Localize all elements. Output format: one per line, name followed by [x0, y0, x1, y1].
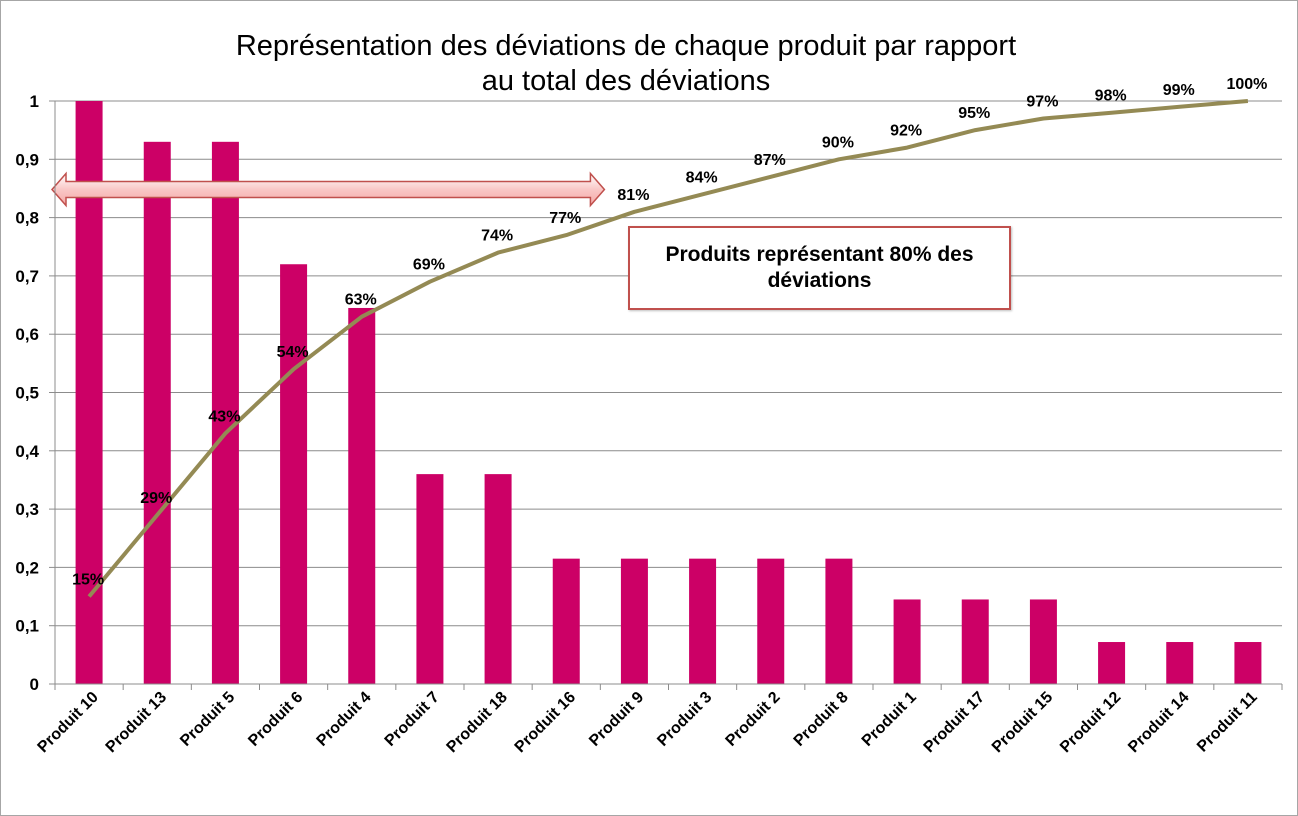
y-tick-label: 0,4	[15, 442, 39, 461]
data-label: 100%	[1226, 76, 1267, 93]
data-label: 97%	[1026, 93, 1058, 110]
y-tick-label: 0,3	[15, 500, 39, 519]
y-tick-label: 1	[30, 92, 39, 111]
data-label: 54%	[277, 344, 309, 361]
cumulative-line	[87, 99, 1249, 598]
bar	[211, 141, 239, 684]
x-tick-label: Produit 1	[859, 689, 920, 750]
data-label: 74%	[481, 228, 513, 245]
double-arrow-annotation	[51, 171, 606, 208]
x-tick-label: Produit 8	[791, 689, 852, 750]
x-tick-label: Produit 10	[35, 689, 102, 756]
x-tick-label: Produit 18	[444, 689, 511, 756]
bar	[1166, 642, 1194, 684]
x-tick-label: Produit 2	[723, 689, 784, 750]
y-tick-label: 0,7	[15, 267, 39, 286]
data-label: 84%	[686, 169, 718, 186]
bar	[620, 558, 648, 684]
x-tick-label: Produit 3	[654, 689, 715, 750]
chart-title: Représentation des déviations de chaque …	[1, 29, 1251, 99]
bar	[416, 474, 444, 684]
y-tick-label: 0,6	[15, 325, 39, 344]
bar	[143, 141, 171, 684]
bar	[1098, 642, 1126, 684]
x-tick-label: Produit 4	[314, 689, 375, 750]
bar	[348, 307, 376, 684]
data-label: 69%	[413, 257, 445, 274]
x-tick-label: Produit 5	[177, 689, 238, 750]
data-label: 90%	[822, 134, 854, 151]
y-tick-label: 0,2	[15, 558, 39, 577]
x-tick-label: Produit 16	[512, 689, 579, 756]
data-label: 63%	[345, 292, 377, 309]
annotation-callout: Produits représentant 80% des déviations	[628, 226, 1011, 310]
x-tick-label: Produit 17	[921, 689, 988, 756]
data-label: 87%	[754, 152, 786, 169]
bar	[280, 264, 308, 684]
chart-title-line-2: au total des déviations	[481, 65, 771, 97]
x-tick-label: Produit 11	[1194, 689, 1261, 756]
bar	[1029, 599, 1057, 684]
bar	[484, 474, 512, 684]
chart-title-line-1: Représentation des déviations de chaque …	[235, 30, 1017, 62]
x-tick-label: Produit 15	[989, 689, 1056, 756]
data-label: 43%	[208, 408, 240, 425]
bar	[961, 599, 989, 684]
x-tick-label: Produit 6	[245, 689, 306, 750]
bar	[1234, 642, 1262, 684]
x-tick-label: Produit 9	[586, 689, 647, 750]
data-label: 15%	[72, 572, 104, 589]
data-label: 99%	[1163, 82, 1195, 99]
data-label: 29%	[140, 490, 172, 507]
data-label: 95%	[958, 105, 990, 122]
data-label: 81%	[617, 187, 649, 204]
y-tick-label: 0,8	[15, 209, 39, 228]
bar	[893, 599, 921, 684]
x-tick-label: Produit 12	[1057, 689, 1124, 756]
y-tick-label: 0,9	[15, 150, 39, 169]
x-tick-label: Produit 14	[1125, 689, 1192, 756]
bar	[552, 558, 580, 684]
bar	[825, 558, 853, 684]
y-tick-label: 0,5	[15, 384, 39, 403]
y-tick-label: 0,1	[15, 617, 39, 636]
y-tick-label: 0	[30, 675, 39, 694]
data-label: 92%	[890, 123, 922, 140]
data-label: 77%	[549, 210, 581, 227]
x-tick-label: Produit 7	[382, 689, 443, 750]
data-label: 98%	[1095, 88, 1127, 105]
bar	[757, 558, 785, 684]
x-tick-label: Produit 13	[103, 689, 170, 756]
bar	[689, 558, 717, 684]
